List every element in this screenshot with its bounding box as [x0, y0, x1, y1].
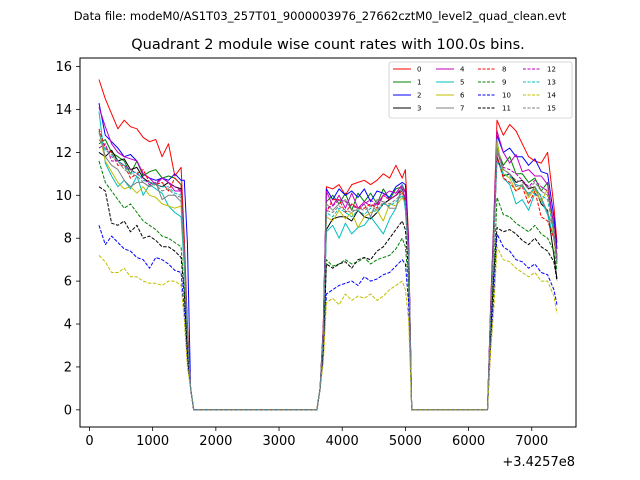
- series-line-13: [98, 132, 558, 411]
- chart-title: Quadrant 2 module wise count rates with …: [131, 37, 525, 53]
- legend-label-2: 2: [417, 92, 421, 100]
- legend-label-13: 13: [547, 79, 556, 87]
- y-tick-label: 4: [64, 318, 72, 333]
- series-line-14: [98, 246, 558, 411]
- legend-label-1: 1: [417, 79, 421, 87]
- legend-label-10: 10: [502, 92, 511, 100]
- series-line-3: [98, 149, 558, 411]
- series-line-4: [98, 107, 558, 411]
- y-tick-label: 16: [55, 60, 72, 75]
- legend-label-8: 8: [502, 66, 506, 74]
- y-tick-label: 12: [55, 146, 72, 161]
- x-tick-label: 0: [85, 434, 93, 449]
- legend-label-0: 0: [417, 66, 421, 74]
- series-line-6: [98, 130, 558, 411]
- legend-label-6: 6: [460, 92, 465, 100]
- legend-label-9: 9: [502, 79, 506, 87]
- series-line-11: [98, 186, 558, 411]
- series-line-8: [98, 128, 558, 411]
- y-tick-label: 10: [55, 189, 72, 204]
- legend-label-11: 11: [502, 105, 511, 113]
- x-tick-label: 4000: [326, 434, 359, 449]
- axes-layer: 0 1000 2000 3000 4000 5000 6000 700002468101214…: [55, 60, 548, 449]
- legend-label-14: 14: [547, 92, 556, 100]
- legend-label-5: 5: [460, 79, 464, 87]
- plot-frame: [79, 57, 577, 428]
- y-tick-label: 6: [64, 275, 72, 290]
- series-layer: [98, 79, 558, 411]
- legend-box: [388, 61, 573, 119]
- legend-label-7: 7: [460, 105, 464, 113]
- series-line-15: [98, 139, 558, 411]
- x-tick-label: 5000: [389, 434, 422, 449]
- series-line-5: [98, 111, 558, 411]
- legend-label-4: 4: [460, 66, 465, 74]
- x-tick-label: 2000: [199, 434, 232, 449]
- y-tick-label: 0: [64, 403, 72, 418]
- series-line-2: [98, 103, 558, 411]
- x-tick-label: 7000: [515, 434, 548, 449]
- series-line-12: [98, 143, 558, 411]
- x-tick-label: 1000: [136, 434, 169, 449]
- y-tick-label: 2: [64, 360, 72, 375]
- series-line-9: [98, 160, 558, 411]
- x-tick-label: 3000: [262, 434, 295, 449]
- y-tick-label: 14: [55, 103, 72, 118]
- legend-label-15: 15: [547, 105, 556, 113]
- x-offset-label: +3.4257e8: [502, 455, 575, 470]
- legend-label-3: 3: [417, 105, 421, 113]
- series-line-0: [98, 79, 558, 411]
- x-tick-label: 6000: [452, 434, 485, 449]
- chart-suptitle: Data file: modeM0/AS1T03_257T01_90000039…: [74, 9, 567, 23]
- legend-label-12: 12: [547, 66, 556, 74]
- y-tick-label: 8: [64, 232, 72, 247]
- series-line-10: [98, 225, 558, 411]
